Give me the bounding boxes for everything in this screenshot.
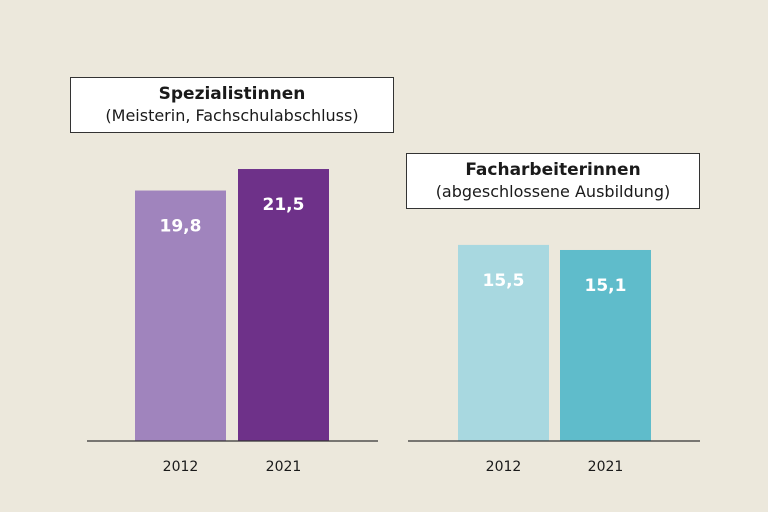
- panel-subtitle: (abgeschlossene Ausbildung): [435, 182, 671, 201]
- x-tick-label: 2021: [266, 459, 302, 475]
- bar-value-label: 15,5: [483, 271, 525, 291]
- bar-2012: [135, 190, 226, 441]
- chart-panel-facharbeiterinnen: 15,5 2012 15,1 2021: [408, 244, 700, 475]
- panel-subtitle: (Meisterin, Fachschulabschluss): [105, 106, 359, 125]
- chart-panel-spezialistinnen: 19,8 2012 21,5 2021: [87, 169, 378, 475]
- x-tick-label: 2021: [588, 459, 624, 475]
- panel-title: Facharbeiterinnen: [465, 160, 641, 180]
- bar-value-label: 21,5: [263, 195, 305, 215]
- panel-title: Spezialistinnen: [158, 84, 306, 104]
- bar-2021: [560, 249, 651, 441]
- bar-2012: [458, 244, 549, 441]
- panel-title-box-facharbeiterinnen: Facharbeiterinnen (abgeschlossene Ausbil…: [406, 153, 700, 209]
- bar-value-label: 19,8: [160, 217, 202, 237]
- x-tick-label: 2012: [163, 459, 199, 475]
- panel-title-box-spezialistinnen: Spezialistinnen (Meisterin, Fachschulabs…: [70, 77, 394, 133]
- bar-2021: [238, 169, 329, 441]
- x-tick-label: 2012: [486, 459, 522, 475]
- bar-value-label: 15,1: [585, 276, 627, 296]
